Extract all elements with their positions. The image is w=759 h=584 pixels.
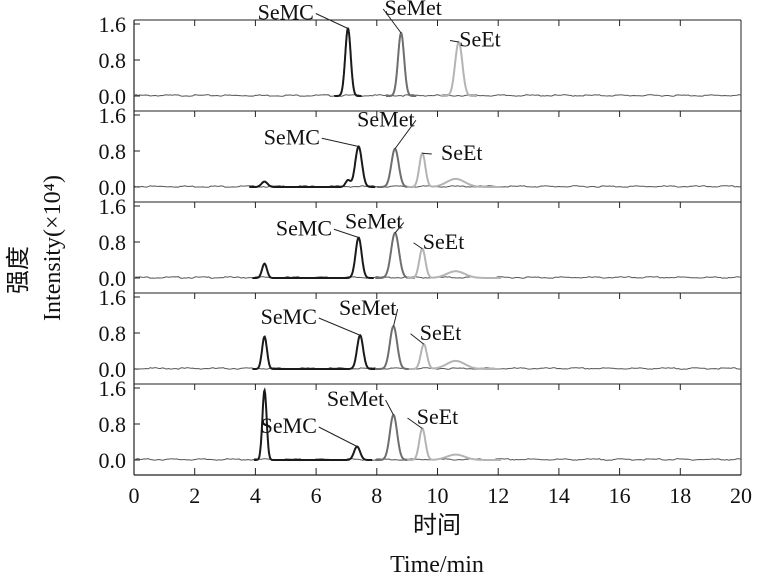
panel-4: 0.0 0.8 1.6 SeMC SeMet SeEt bbox=[99, 285, 742, 384]
panels-layer: 0.0 0.8 1.6 SeMC SeMet SeEt 0.0 0.8 1.6 SeMC SeMet… bbox=[99, 0, 742, 475]
peak-label-semet: SeMet bbox=[384, 0, 441, 20]
leader-line bbox=[394, 119, 417, 150]
peak-label-semc: SeMC bbox=[258, 0, 314, 25]
y-tick-label: 1.6 bbox=[99, 285, 127, 310]
peak-label-semc: SeMC bbox=[264, 124, 320, 149]
leader-line bbox=[385, 399, 394, 416]
x-axis-title-cn: 时间 bbox=[413, 512, 461, 539]
y-tick-label: 0.0 bbox=[99, 84, 127, 109]
panel-3: 0.0 0.8 1.6 SeMC SeMet SeEt bbox=[99, 194, 742, 293]
peak-label-semc: SeMC bbox=[276, 215, 332, 240]
peak-label-seet: SeEt bbox=[417, 404, 459, 429]
leader-line bbox=[321, 137, 359, 147]
x-tick-label: 10 bbox=[427, 483, 449, 508]
y-tick-label: 0.8 bbox=[99, 412, 127, 437]
y-tick-label: 0.8 bbox=[99, 48, 127, 73]
trace-semet bbox=[376, 147, 414, 188]
trace-semc bbox=[253, 387, 373, 461]
leader-line bbox=[413, 242, 423, 250]
trace-semc bbox=[334, 27, 362, 97]
y-tick-label: 1.6 bbox=[99, 12, 127, 37]
y-tick-label: 0.8 bbox=[99, 321, 127, 346]
leader-line bbox=[449, 40, 459, 43]
leader-line bbox=[318, 317, 361, 336]
peak-label-semet: SeMet bbox=[357, 106, 414, 131]
peak-label-seet: SeEt bbox=[459, 27, 501, 52]
peak-label-seet: SeEt bbox=[420, 320, 462, 345]
peak-label-seet: SeEt bbox=[423, 229, 465, 254]
trace-semc bbox=[252, 236, 374, 279]
leader-line bbox=[318, 426, 358, 447]
x-tick-label: 18 bbox=[669, 483, 691, 508]
peak-label-semet: SeMet bbox=[339, 295, 396, 320]
leader-line bbox=[394, 222, 405, 234]
peak-label-semc: SeMC bbox=[261, 413, 317, 438]
y-axis-title-cn: 强度 bbox=[5, 246, 32, 294]
leader-line bbox=[333, 228, 359, 238]
trace-seet bbox=[407, 427, 502, 461]
x-tick-label: 12 bbox=[487, 483, 509, 508]
peak-label-semet: SeMet bbox=[327, 386, 384, 411]
trace-seet bbox=[408, 343, 502, 370]
trace-seet bbox=[407, 247, 502, 279]
baseline-trace bbox=[133, 94, 742, 97]
y-tick-label: 0.0 bbox=[99, 357, 127, 382]
peak-label-seet: SeEt bbox=[441, 140, 483, 165]
y-tick-label: 0.0 bbox=[99, 448, 127, 473]
trace-semc bbox=[249, 145, 376, 188]
panel-1: 0.0 0.8 1.6 SeMC SeMet SeEt bbox=[99, 0, 742, 111]
leader-line bbox=[315, 13, 349, 29]
trace-semet bbox=[375, 232, 415, 279]
trace-semet bbox=[375, 414, 412, 461]
x-tick-label: 6 bbox=[311, 483, 322, 508]
y-tick-label: 1.6 bbox=[99, 103, 127, 128]
y-tick-label: 0.0 bbox=[99, 175, 127, 200]
y-tick-label: 1.6 bbox=[99, 194, 127, 219]
x-tick-label: 0 bbox=[129, 483, 140, 508]
panel-2: 0.0 0.8 1.6 SeMC SeMet SeEt bbox=[99, 103, 742, 202]
y-tick-label: 1.6 bbox=[99, 376, 127, 401]
x-tick-label: 8 bbox=[371, 483, 382, 508]
trace-semc bbox=[252, 333, 376, 370]
x-tick-label: 20 bbox=[730, 483, 752, 508]
x-axis: 0 2 4 6 8 10 12 14 16 18 20 bbox=[129, 468, 752, 508]
baseline-trace bbox=[133, 367, 742, 370]
trace-semet bbox=[385, 31, 417, 97]
peak-label-semet: SeMet bbox=[345, 209, 402, 234]
leader-line bbox=[393, 308, 399, 327]
peak-label-semc: SeMC bbox=[261, 304, 317, 329]
y-axis-title-en: Intensity(×10⁴) bbox=[40, 175, 66, 321]
y-tick-label: 0.0 bbox=[99, 266, 127, 291]
leader-line bbox=[407, 417, 423, 429]
leader-line bbox=[422, 152, 432, 155]
panel-5: 0.0 0.8 1.6 SeMC SeMet SeEt bbox=[99, 376, 742, 475]
leader-line bbox=[410, 333, 425, 345]
trace-semet bbox=[375, 325, 412, 370]
y-tick-label: 0.8 bbox=[99, 230, 127, 255]
x-tick-label: 4 bbox=[250, 483, 261, 508]
y-tick-label: 0.8 bbox=[99, 139, 127, 164]
leader-line bbox=[382, 8, 402, 34]
x-tick-label: 2 bbox=[189, 483, 200, 508]
x-tick-label: 14 bbox=[548, 483, 570, 508]
x-tick-label: 16 bbox=[609, 483, 631, 508]
x-axis-title-en: Time/min bbox=[390, 552, 484, 578]
